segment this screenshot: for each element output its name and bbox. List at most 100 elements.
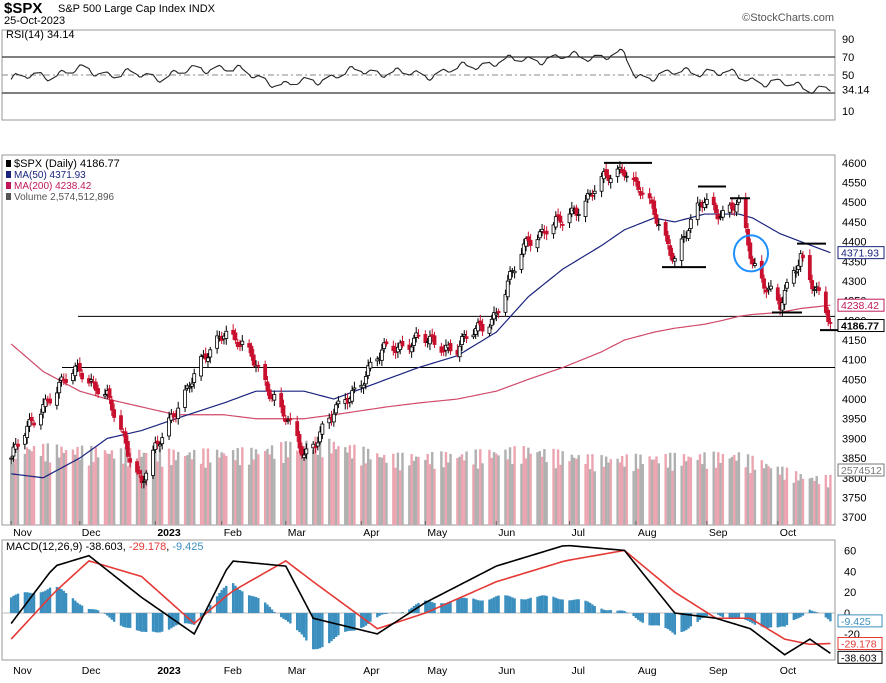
macd-hist-bar: [231, 583, 235, 614]
price-tick-label: 4000: [842, 394, 866, 406]
macd-value-tag-text: -38.603: [841, 652, 877, 664]
candle-body: [302, 454, 306, 458]
macd-hist-bar: [263, 602, 267, 614]
candle-body: [652, 200, 657, 215]
candle-body: [462, 333, 467, 337]
volume-bar: [607, 462, 610, 525]
volume-bar: [810, 477, 814, 525]
candle-body: [750, 258, 755, 265]
price-candle: [794, 265, 798, 278]
price-candle: [103, 388, 107, 399]
price-candle: [379, 343, 384, 367]
volume-bar: [424, 459, 427, 525]
volume-bar: [760, 460, 763, 525]
volume-bar: [289, 441, 292, 525]
macd-hist-bar: [744, 613, 747, 621]
volume-bar: [529, 453, 532, 525]
volume-bar: [202, 448, 205, 525]
macd-hist-bar: [300, 613, 303, 635]
price-candle: [762, 274, 766, 295]
volume-bar: [682, 454, 686, 525]
candle-body: [734, 204, 739, 213]
price-candle: [439, 342, 444, 356]
macd-hist-bar: [495, 596, 498, 614]
macd-hist-bar: [568, 600, 571, 614]
macd-hist-bar: [728, 613, 731, 620]
volume-bar: [577, 455, 580, 525]
price-candle: [128, 452, 133, 468]
macd-hist-bar: [607, 610, 610, 614]
volume-bar: [209, 462, 212, 525]
candle-body: [801, 254, 805, 259]
volume-bar: [428, 464, 432, 525]
macd-hist-bar: [456, 599, 459, 614]
volume-bar: [673, 452, 677, 525]
macd-hist-bar: [344, 613, 347, 632]
volume-bar: [92, 462, 95, 525]
macd-hist-bar: [785, 613, 789, 626]
macd-value-tag: -29.178: [837, 636, 883, 650]
price-candle: [55, 386, 59, 410]
price-candle: [588, 189, 593, 197]
macd-hist-bar: [641, 613, 644, 623]
price-candle: [606, 169, 611, 186]
price-candle: [13, 437, 18, 453]
volume-bar: [584, 463, 587, 525]
price-candle: [334, 402, 339, 416]
macd-hist-bar: [540, 595, 544, 614]
price-candle: [622, 166, 627, 181]
volume-bar: [138, 449, 141, 525]
macd-hist-bar: [60, 589, 63, 614]
price-candle: [801, 251, 805, 262]
chart-date: 25-Oct-2023: [4, 15, 66, 27]
candle-body: [233, 332, 238, 341]
price-candle: [363, 371, 368, 390]
volume-bar: [273, 458, 276, 525]
macd-hist-bar: [284, 613, 287, 620]
candle-body: [295, 421, 300, 436]
price-candle: [203, 347, 208, 364]
price-candle: [753, 257, 757, 268]
price-candle: [139, 469, 144, 489]
price-candle: [247, 339, 252, 354]
candle-body: [460, 336, 464, 346]
macd-hist-bar: [32, 593, 36, 614]
volume-bar: [362, 446, 365, 525]
price-candle: [119, 409, 123, 432]
volume-bar: [826, 487, 830, 525]
month-label-top: Nov: [13, 527, 32, 539]
volume-bar: [144, 452, 148, 525]
macd-hist-bar: [634, 613, 638, 619]
macd-hist-bar: [41, 591, 45, 614]
price-tick-label: 4150: [842, 335, 866, 347]
volume-bar: [30, 451, 33, 525]
price-tick-label: 4550: [842, 178, 866, 190]
macd-hist-bar: [318, 613, 322, 649]
volume-bar: [440, 451, 443, 525]
volume-bar: [154, 450, 157, 525]
candle-body: [119, 415, 123, 430]
value-tag-text: 4186.77: [841, 321, 879, 333]
volume-bar: [634, 453, 638, 525]
macd-hist-bar: [376, 613, 379, 618]
macd-hist-bar: [682, 613, 686, 632]
candle-body: [668, 245, 673, 256]
legend-swatch: [6, 171, 11, 178]
volume-bar: [279, 442, 283, 525]
volume-bar: [602, 466, 606, 525]
price-candle: [526, 231, 531, 247]
price-candle: [302, 448, 306, 461]
volume-bar: [186, 455, 189, 525]
macd-tick-label: 0: [844, 608, 850, 620]
volume-bar: [808, 478, 812, 525]
volume-bar: [415, 456, 418, 525]
candle-body: [158, 443, 162, 447]
price-candle: [478, 314, 483, 332]
price-tick-label: 4500: [842, 197, 866, 209]
candle-body: [583, 200, 588, 217]
volume-bar: [666, 467, 670, 525]
macd-hist-bar: [655, 613, 658, 626]
rsi-panel: RSI(14) 34.14 90 70 50 34.14 10: [1, 29, 870, 121]
macd-hist-bar: [730, 613, 734, 620]
volume-bar: [222, 453, 226, 525]
